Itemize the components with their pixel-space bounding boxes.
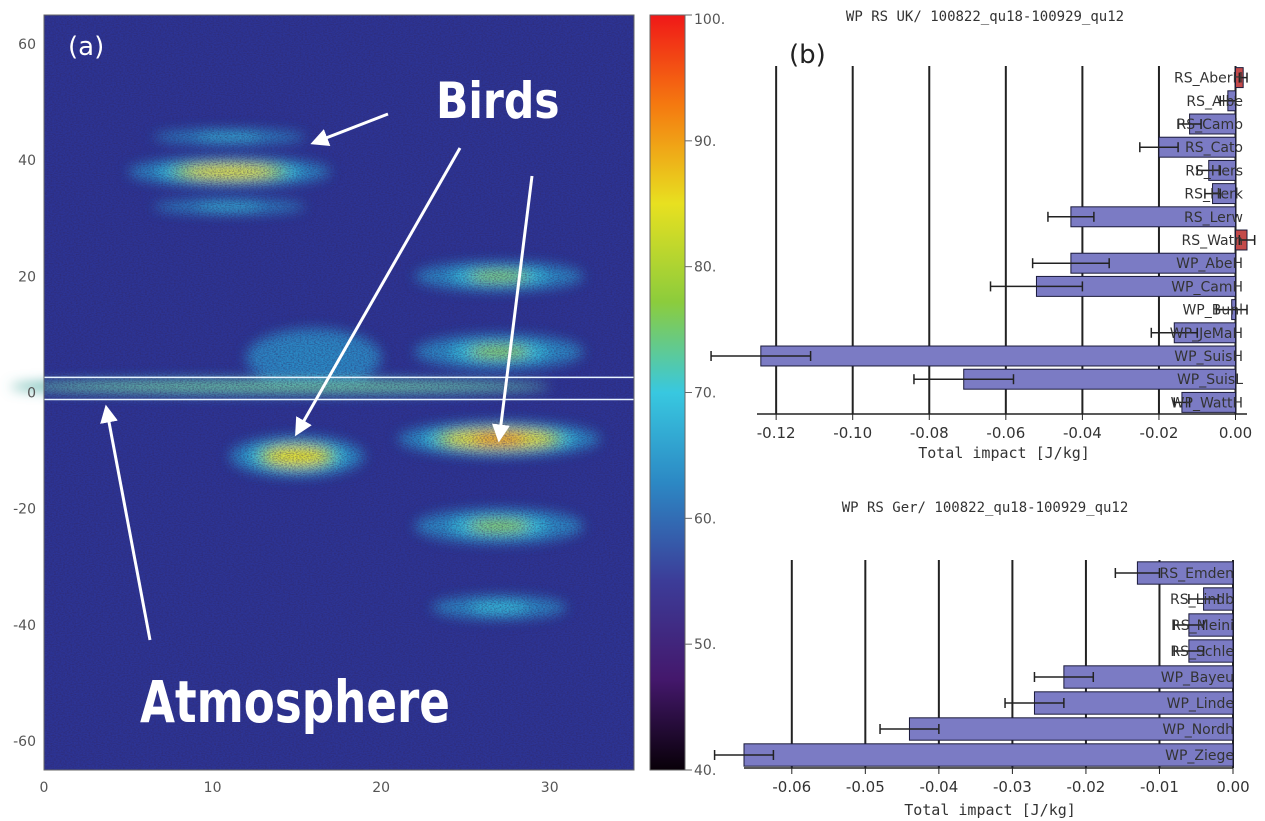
bar-category-label: WP_CamH xyxy=(1171,279,1243,295)
uk-bars xyxy=(710,67,1256,413)
bar-category-label: WP_Nordh xyxy=(1162,722,1234,738)
heatmap-panel: 0 10 20 30 60 40 20 0 -20 -40 -60 (a) Birds Atmos… xyxy=(10,14,635,796)
uk-bar-labels: RS_AberH RS_Albe RS_Camb RS_Cato RS_Hers RS_H… xyxy=(1170,71,1244,412)
x-tick-label: -0.06 xyxy=(986,424,1025,442)
heatmap-x-tick: 0 xyxy=(40,780,49,796)
uk-x-axis: -0.12 -0.10 -0.08 -0.06 -0.04 -0.02 0.00 xyxy=(757,413,1252,442)
germany-impact-bar-chart: WP RS Ger/ 100822_qu18-100929_qu12 RS_Em… xyxy=(713,500,1250,819)
germany-x-axis-label: Total impact [J/kg] xyxy=(904,801,1076,819)
bar-category-label: RS_Lerw xyxy=(1184,210,1243,226)
x-tick-label: -0.12 xyxy=(757,424,796,442)
bar-category-label: WP_Bunl xyxy=(1182,303,1243,319)
colorbar-tick-label: 40. xyxy=(694,763,716,779)
x-tick-label: -0.02 xyxy=(1067,778,1106,796)
heatmap-frame xyxy=(43,14,635,771)
heatmap-y-tick: 0 xyxy=(27,386,36,402)
colorbar-gradient xyxy=(650,15,685,770)
heatmap-x-tick: 30 xyxy=(541,780,559,796)
bar-category-label: WP_Ziege xyxy=(1165,748,1234,764)
bar-category-label: RS_Hers xyxy=(1185,163,1243,179)
x-tick-label: 0.00 xyxy=(1219,424,1252,442)
colorbar-tick-label: 80. xyxy=(694,260,716,276)
bar xyxy=(760,345,1237,367)
colorbar-tick-label: 90. xyxy=(694,134,716,150)
panel-label-a: (a) xyxy=(68,32,104,62)
x-tick-label: -0.10 xyxy=(833,424,872,442)
germany-bars xyxy=(713,561,1234,767)
bar-category-label: RS_Schle xyxy=(1170,644,1234,660)
heatmap-x-ticks: 0 10 20 30 xyxy=(40,780,559,796)
uk-x-axis-label: Total impact [J/kg] xyxy=(918,444,1090,462)
germany-chart-title: WP RS Ger/ 100822_qu18-100929_qu12 xyxy=(842,500,1129,516)
x-tick-label: -0.04 xyxy=(1063,424,1102,442)
heatmap-y-ticks: 60 40 20 0 -20 -40 -60 xyxy=(13,37,36,750)
heatmap-x-tick: 10 xyxy=(204,780,222,796)
bar-category-label: RS_Lindb xyxy=(1170,592,1234,608)
heatmap-y-tick: 20 xyxy=(18,269,36,285)
x-tick-label: -0.03 xyxy=(993,778,1032,796)
heatmap-y-tick: 40 xyxy=(18,153,36,169)
bar-category-label: WP_SuisH xyxy=(1174,349,1243,365)
colorbar-tick-label: 50. xyxy=(694,637,716,653)
bar-category-label: RS_Watn xyxy=(1181,233,1243,249)
bar-category-label: RS_AberH xyxy=(1174,71,1243,87)
birds-pointer-arrow xyxy=(310,112,389,146)
bar-category-label: RS_Emden xyxy=(1160,566,1234,582)
x-tick-label: -0.01 xyxy=(1140,778,1179,796)
heatmap-y-tick: -20 xyxy=(13,502,36,518)
bar-category-label: RS_Albe xyxy=(1186,94,1243,110)
x-tick-label: -0.05 xyxy=(846,778,885,796)
heatmap-y-tick: -60 xyxy=(13,734,36,750)
birds-pointer-arrow xyxy=(491,175,534,443)
bar-category-label: WP_Linde xyxy=(1167,696,1234,712)
germany-x-axis: -0.06 -0.05 -0.04 -0.03 -0.02 -0.01 0.00 xyxy=(744,767,1250,796)
bar-category-label: RS_Camb xyxy=(1177,117,1244,133)
birds-annotation: Birds xyxy=(436,72,560,130)
colorbar: 100. 90. 80. 70. 60. 50. 40. xyxy=(649,12,725,779)
heatmap-y-tick: 60 xyxy=(18,37,36,53)
bar-category-label: WP_WattH xyxy=(1171,395,1243,411)
bar-category-label: RS_Herk xyxy=(1184,187,1244,203)
x-tick-label: -0.02 xyxy=(1140,424,1179,442)
germany-bar-labels: RS_Emden RS_Lindb RS_Meini RS_Schle WP_Bayeu… xyxy=(1160,566,1235,764)
bar-category-label: WP_SuisL xyxy=(1177,372,1243,388)
bar-category-label: WP_JeMaH xyxy=(1170,326,1243,342)
x-tick-label: 0.00 xyxy=(1216,778,1249,796)
x-tick-label: -0.06 xyxy=(772,778,811,796)
bar-category-label: RS_Cato xyxy=(1185,140,1243,156)
uk-chart-title: WP RS UK/ 100822_qu18-100929_qu12 xyxy=(846,9,1124,25)
colorbar-tick-label: 70. xyxy=(694,386,716,402)
heatmap-noise-texture xyxy=(44,15,634,770)
bar-category-label: WP_Bayeu xyxy=(1161,670,1234,686)
colorbar-ticks: 100. 90. 80. 70. 60. 50. 40. xyxy=(685,12,725,779)
atmosphere-annotation: Atmosphere xyxy=(140,670,450,737)
annotation-arrows xyxy=(100,112,534,641)
x-tick-label: -0.08 xyxy=(910,424,949,442)
bar xyxy=(743,743,1234,767)
atmosphere-pointer-arrow xyxy=(100,404,152,641)
x-tick-label: -0.04 xyxy=(919,778,958,796)
bar-category-label: WP_AbeH xyxy=(1176,256,1243,272)
bar-category-label: RS_Meini xyxy=(1171,618,1234,634)
birds-pointer-arrow xyxy=(295,147,462,437)
uk-impact-bar-chart: WP RS UK/ 100822_qu18-100929_qu12 (b) RS… xyxy=(710,9,1256,462)
colorbar-tick-label: 100. xyxy=(694,12,725,28)
heatmap-x-tick: 20 xyxy=(372,780,390,796)
colorbar-tick-label: 60. xyxy=(694,511,716,527)
panel-label-b: (b) xyxy=(789,40,826,70)
heatmap-y-tick: -40 xyxy=(13,618,36,634)
